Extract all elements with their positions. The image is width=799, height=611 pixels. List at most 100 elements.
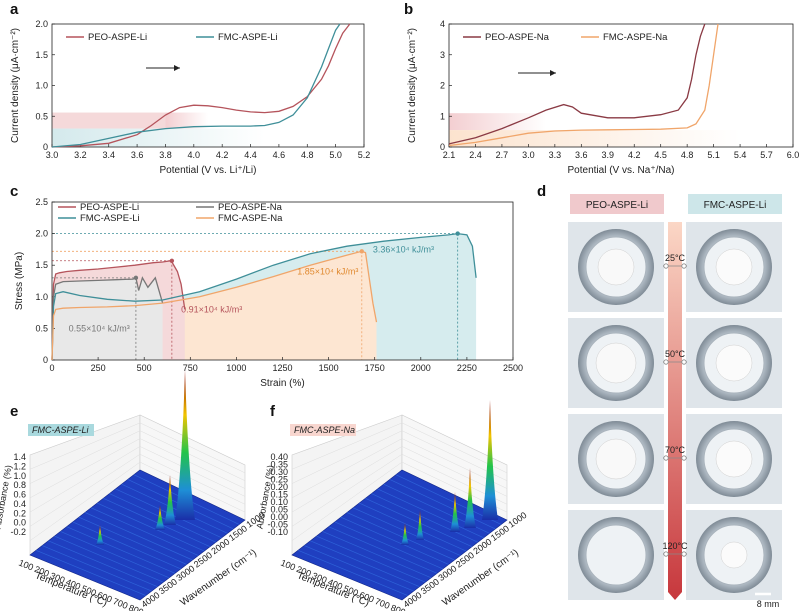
wall-grid [29, 430, 141, 484]
x-tick-label: 4.8 [681, 150, 694, 160]
y-axis-label: Current density (μA·cm⁻²) [407, 28, 418, 143]
x-tick-label: 5.0 [329, 150, 342, 160]
panel-letter-b: b [404, 1, 413, 18]
surface-ridge [121, 483, 228, 534]
surface-ridge [359, 502, 467, 552]
x-tick-label: 5.4 [734, 150, 747, 160]
x-tick-label: 3.8 [159, 150, 172, 160]
surface-ridge [97, 502, 205, 552]
surface-ridge [316, 535, 426, 583]
surface-ridge [103, 498, 211, 547]
temp-marker-dot [663, 359, 669, 365]
x-tick-label: 2000 [411, 363, 431, 373]
surface-ridge [84, 512, 193, 561]
film-left-1 [595, 342, 637, 384]
x-tick-label: 5.7 [760, 150, 773, 160]
z-tick-label: 0.30 [270, 467, 288, 477]
z-tick-label: 1.0 [13, 471, 26, 481]
z-tick-label: -0.2 [10, 527, 26, 537]
x-tick-label: 2.7 [496, 150, 509, 160]
window-band-fmc [449, 130, 741, 147]
x-tick-label: 2.1 [443, 150, 456, 160]
x-tick-label: 4.2 [216, 150, 229, 160]
film-right-3 [720, 541, 748, 569]
surface-ridge [66, 526, 176, 574]
z-axis-label: Absorbance (%) [0, 464, 14, 529]
surface-ridge [42, 545, 152, 592]
sample-label-box [28, 424, 94, 436]
y-tick-label: 2 [440, 81, 445, 91]
series-line-fmc-aspe-na [51, 250, 378, 361]
z-tick-label: 0.0 [13, 518, 26, 528]
y-tick-label: 2.5 [35, 197, 48, 207]
surface-ridge [377, 488, 484, 539]
x-tick-label: 700 [112, 596, 130, 611]
wall-grid [139, 430, 246, 481]
z-tick-label: 1.4 [13, 452, 26, 462]
y-tick-label: 4 [440, 19, 445, 29]
scan-arrow-head [174, 65, 180, 71]
toughness-annotation: 1.85×10⁴ kJ/m³ [297, 267, 358, 277]
x-tick-label: 700 [374, 596, 392, 611]
surface-ridge [60, 531, 170, 579]
toughness-annotation: 3.36×10⁴ kJ/m³ [373, 245, 434, 255]
film-right-0 [715, 248, 753, 286]
legend-label: FMC-ASPE-Na [218, 213, 283, 224]
break-point [455, 231, 460, 236]
absorbance-peak [416, 510, 424, 540]
legend-label: PEO-ASPE-Na [485, 32, 550, 43]
wall-grid [291, 422, 403, 470]
x-tick-label: 3.4 [102, 150, 115, 160]
label-box-fmc-li [688, 194, 782, 214]
wall-grid [29, 454, 141, 527]
break-point [359, 249, 364, 254]
panel-d-photos: PEO-ASPE-Li FMC-ASPE-Li 25°C 50°C 70°C 120°C 8… [568, 194, 782, 609]
absorbance-peak [464, 468, 476, 528]
absorbance-peak [450, 492, 460, 532]
legend-label: PEO-ASPE-Li [88, 32, 147, 43]
temp-marker-dot [663, 455, 669, 461]
z-tick-label: 0.40 [270, 452, 288, 462]
temperature-label: 50°C [665, 349, 686, 359]
x-tick-label: 500 [137, 363, 152, 373]
x-tick-label: 3.2 [74, 150, 87, 160]
x-tick-label: 250 [91, 363, 106, 373]
x-tick-label: 1500 [319, 363, 339, 373]
x-tick-label: 3.3 [549, 150, 562, 160]
window-band-peo [52, 112, 166, 129]
wall-grid [291, 438, 403, 499]
surface-ridge [346, 512, 455, 561]
scan-arrow-head [550, 70, 556, 76]
z-tick-label: -0.05 [267, 520, 288, 530]
wall-grid [29, 461, 141, 541]
film-left-0 [597, 248, 635, 286]
chart-f-3d-surface: FMC-ASPE-Na-0.10-0.050.000.050.100.150.2… [255, 400, 529, 611]
x-tick-label: 3.0 [46, 150, 59, 160]
series-line-peo-aspe-na [51, 276, 164, 361]
x-tick-label: 2.4 [469, 150, 482, 160]
y-axis-label: Stress (MPa) [14, 252, 25, 310]
wall-grid [139, 422, 246, 474]
surface-ridge [90, 507, 199, 556]
x-tick-label: 750 [183, 363, 198, 373]
y-tick-label: 0.5 [35, 111, 48, 121]
x-axis-label: Potential (V vs. Na⁺/Na) [568, 165, 675, 176]
x-tick-label: 100 [17, 558, 35, 573]
temp-marker-dot [663, 551, 669, 557]
surface-ridge [389, 479, 496, 530]
z-tick-label: 0.35 [270, 460, 288, 470]
film-right-1 [715, 344, 753, 382]
temp-marker-dot [681, 263, 687, 269]
z-tick-label: 0.10 [270, 497, 288, 507]
z-tick-label: 0.15 [270, 490, 288, 500]
z-tick-label: 0.4 [13, 499, 26, 509]
window-band-fmc [52, 128, 265, 147]
break-point [169, 258, 175, 263]
y-axis-label: Current density (μA·cm⁻²) [10, 28, 21, 143]
y-tick-label: 1.5 [35, 50, 48, 60]
surface-ridge [48, 540, 158, 587]
y-tick-label: 0.5 [35, 323, 48, 333]
x-tick-label: 3.6 [131, 150, 144, 160]
surface-ridge [352, 507, 461, 556]
